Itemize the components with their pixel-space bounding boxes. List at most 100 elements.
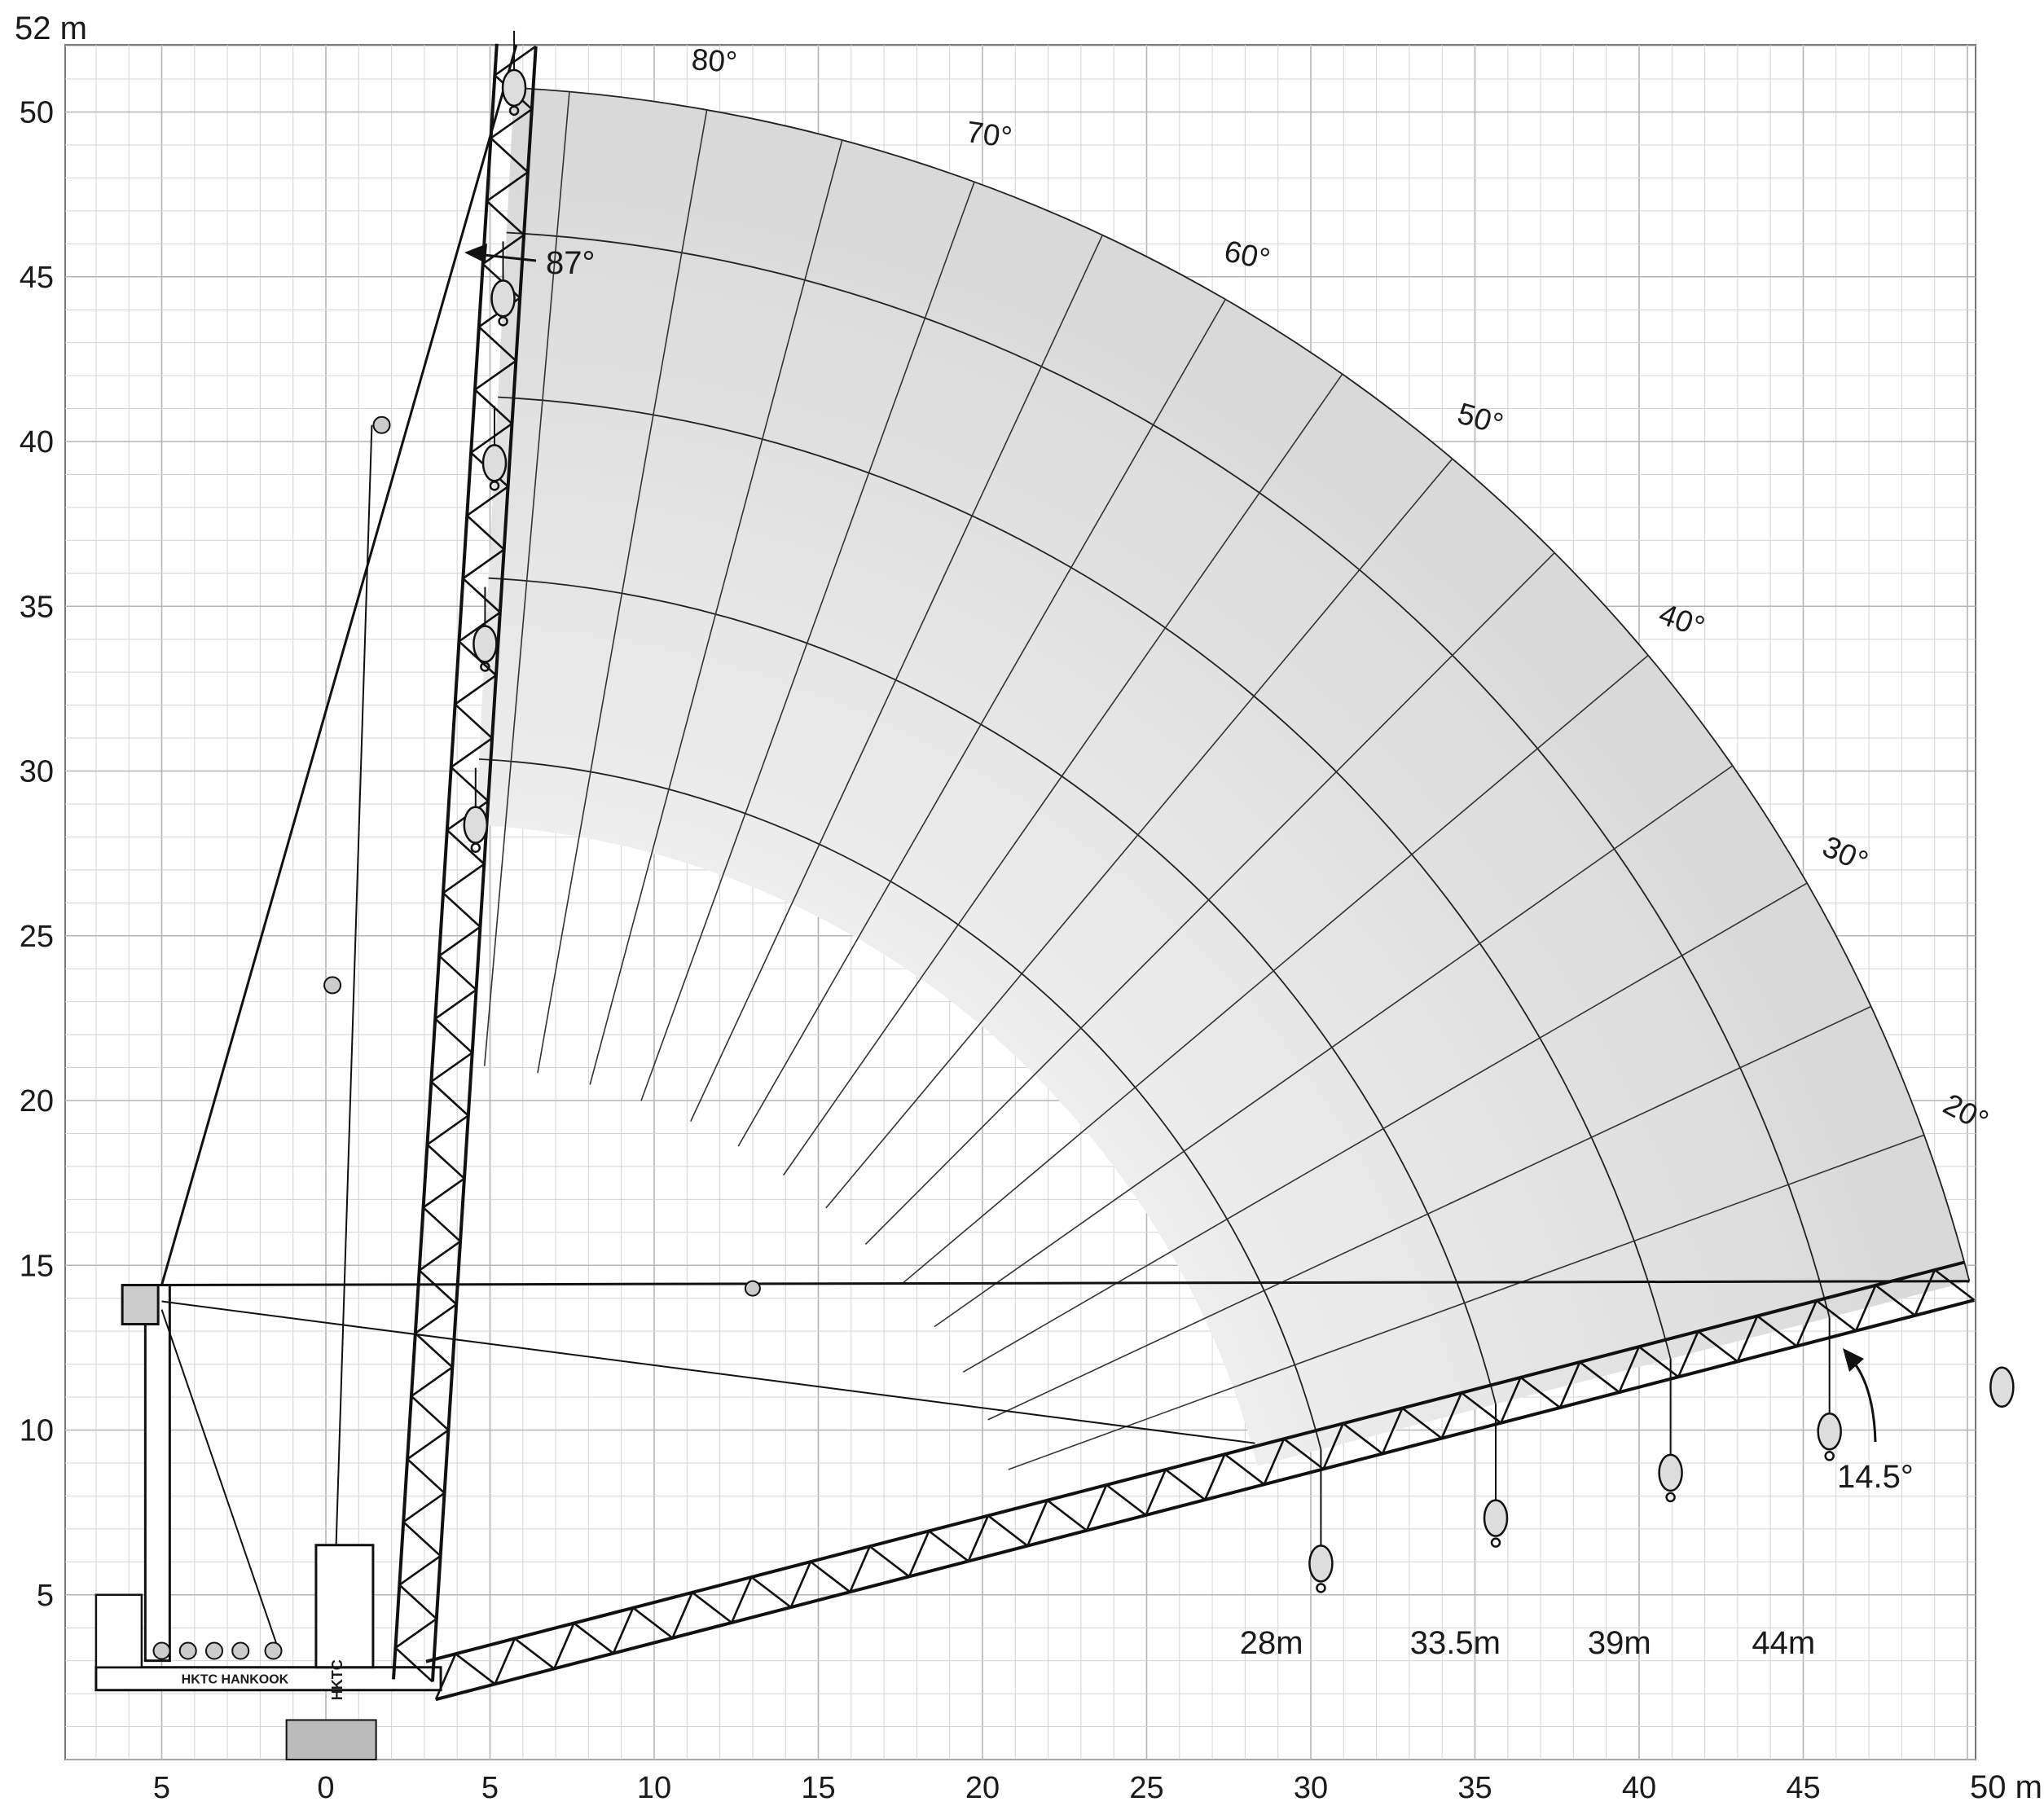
x-tick-label: 35 — [1457, 1771, 1492, 1805]
angle-label: 70° — [965, 115, 1014, 154]
hook-block — [490, 279, 516, 318]
angle-ray — [901, 654, 1649, 1285]
boom-lacing — [1085, 1483, 1147, 1531]
y-tick-label: 5 — [37, 1579, 54, 1613]
hook-block — [1817, 1413, 1842, 1451]
angle-ray — [825, 458, 1453, 1209]
boom-lacing — [457, 611, 501, 676]
boom-lacing — [393, 1618, 437, 1683]
range-arc — [488, 577, 1497, 1404]
y-tick-label: 45 — [20, 261, 54, 295]
boom-lacing — [1026, 1498, 1088, 1547]
hook — [1665, 1492, 1676, 1503]
boom-lacing — [485, 171, 529, 236]
hook — [470, 842, 481, 853]
range-arc — [478, 758, 1322, 1450]
counterweight — [95, 1593, 143, 1668]
x-tick-label: 5 — [153, 1771, 170, 1805]
boom-lacing — [967, 1514, 1029, 1562]
boom-lacing — [465, 486, 509, 551]
hook — [489, 481, 500, 491]
boom-length-label: 33.5m — [1410, 1625, 1501, 1661]
range-arc — [513, 86, 1971, 1281]
x-tick-label: 40 — [1622, 1771, 1656, 1805]
boom-positions — [392, 30, 2015, 1702]
hook-block — [481, 444, 508, 482]
boom-lacing — [398, 1554, 442, 1620]
pendant-rope — [160, 44, 518, 1285]
boom-length-label: 28m — [1240, 1625, 1303, 1661]
boom-lacing — [1500, 1375, 1561, 1424]
hook — [498, 316, 508, 327]
mast-head — [121, 1284, 160, 1326]
cab — [314, 1544, 375, 1669]
hook-block — [1483, 1499, 1509, 1537]
boom-lacing — [489, 108, 533, 174]
hook — [508, 105, 520, 116]
boom-lacing — [494, 1637, 556, 1685]
y-axis-top-label: 52 m — [15, 11, 87, 46]
boom-lacing — [441, 863, 486, 928]
y-tick-label: 10 — [20, 1414, 54, 1448]
boom-lacing — [612, 1606, 674, 1654]
hook — [480, 661, 490, 672]
min-angle-label: 14.5° — [1837, 1459, 1914, 1495]
angle-ray — [640, 181, 975, 1101]
hook — [1490, 1537, 1501, 1548]
boom-lacing — [1618, 1345, 1680, 1393]
range-shading — [475, 87, 1970, 1466]
x-tick-label: 25 — [1129, 1771, 1163, 1805]
max-angle-annotation: 87° — [464, 244, 596, 281]
hook-block — [463, 806, 489, 844]
boom-lacing — [417, 1240, 461, 1306]
angle-ray — [987, 1005, 1872, 1421]
max-angle-label: 87° — [546, 245, 596, 281]
rope-sheave — [372, 415, 391, 434]
angle-ray — [1008, 1134, 1925, 1470]
boom-lacing — [730, 1575, 792, 1624]
angle-ray — [537, 109, 708, 1074]
boom-lacing — [908, 1529, 969, 1577]
hook-block — [1658, 1453, 1683, 1492]
pendant-rope — [161, 1280, 1970, 1287]
winch-drum — [264, 1641, 283, 1660]
rope-sheave — [744, 1280, 761, 1297]
angle-ray — [864, 551, 1555, 1246]
boom-length-label: 44m — [1752, 1625, 1815, 1661]
boom-lacing — [1914, 1268, 1976, 1316]
y-tick-labels: 5 10 15 20 25 30 35 40 45 50 — [20, 96, 54, 1613]
angle-ray — [690, 235, 1104, 1122]
y-tick-label: 30 — [20, 755, 54, 789]
boom-length-label: 39m — [1588, 1625, 1651, 1661]
winch-drum — [231, 1641, 250, 1660]
boom-lacing — [406, 1429, 450, 1494]
boom-lacing — [1736, 1314, 1798, 1362]
boom-lacing — [409, 1366, 454, 1431]
lowered-boom — [425, 1260, 1976, 1702]
boom-chord — [392, 43, 499, 1680]
boom-lacing — [1381, 1406, 1443, 1455]
y-tick-label: 20 — [20, 1084, 54, 1118]
boom-lacing — [434, 1652, 496, 1700]
hook-block — [1308, 1545, 1334, 1583]
y-tick-label: 50 — [20, 96, 54, 130]
min-angle-annotation: 14.5° — [1837, 1348, 1914, 1495]
working-range-fan — [475, 86, 1971, 1470]
angle-ray — [483, 91, 570, 1066]
mast-brand-text: HKTC — [329, 1659, 345, 1700]
rope-sheave — [323, 976, 342, 995]
boom-lacing — [1558, 1360, 1620, 1408]
hook — [1316, 1583, 1326, 1593]
boom-lacing — [1203, 1452, 1265, 1501]
boom-lacing — [1854, 1283, 1916, 1332]
winch-drum — [178, 1641, 197, 1660]
max-angle-arrowhead — [464, 244, 487, 263]
hook — [1824, 1451, 1835, 1461]
crane-drawing: HKTC HANKOOK HKTC — [95, 44, 1970, 1760]
angle-ray — [737, 299, 1226, 1147]
boom-lacing — [433, 988, 477, 1054]
x-tick-label: 0 — [317, 1771, 334, 1805]
x-tick-label: 45 — [1786, 1771, 1820, 1805]
range-arc — [506, 231, 1831, 1318]
